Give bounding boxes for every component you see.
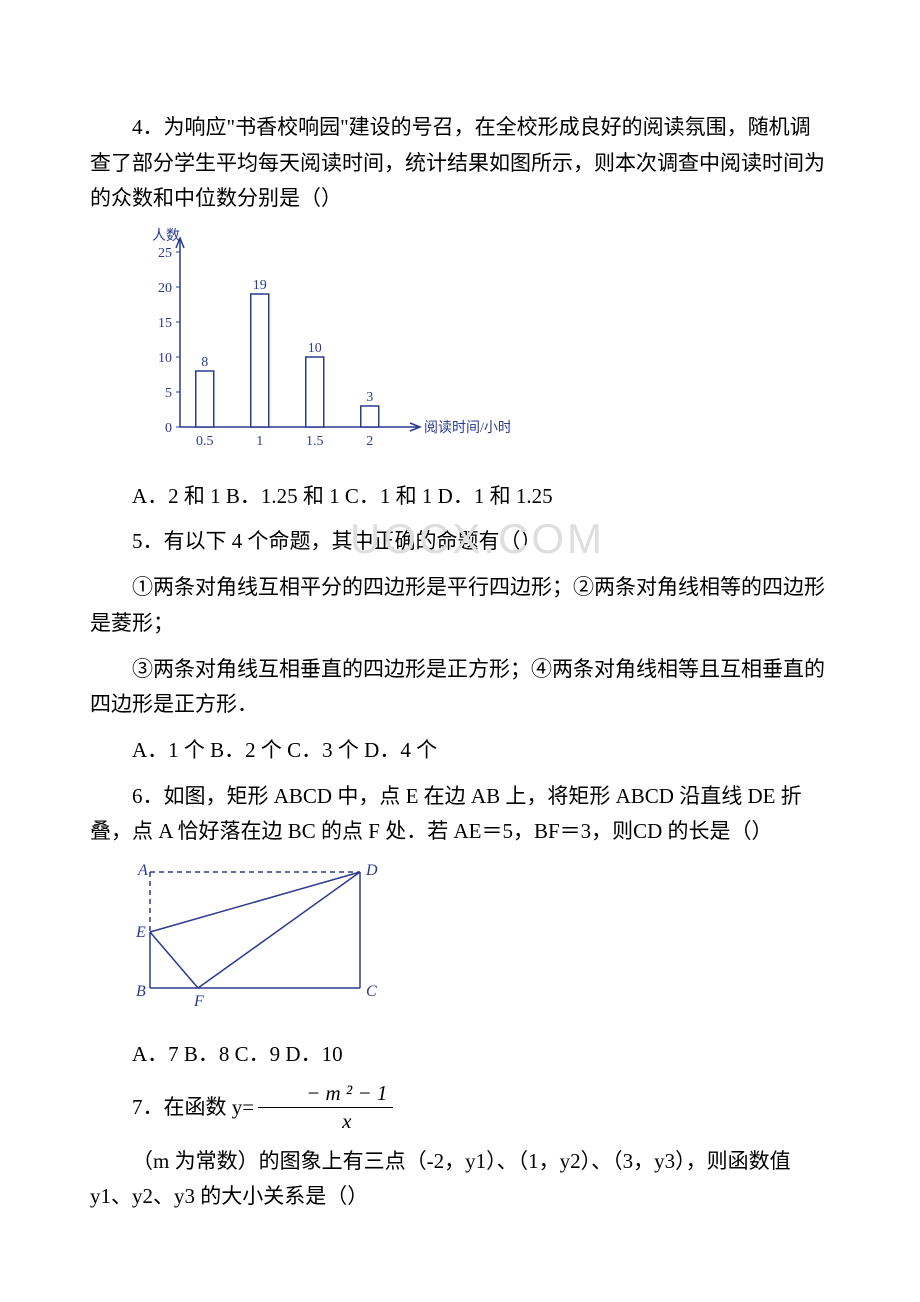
svg-text:A: A <box>137 862 148 879</box>
svg-text:8: 8 <box>201 355 208 370</box>
svg-text:E: E <box>135 924 146 941</box>
svg-text:人数: 人数 <box>152 228 180 244</box>
svg-text:5: 5 <box>165 386 172 401</box>
svg-text:D: D <box>365 862 378 879</box>
q6-text: 6．如图，矩形 ABCD 中，点 E 在边 AB 上，将矩形 ABCD 沿直线 … <box>90 779 830 850</box>
q7-line1: 7．在函数 y= − m ² − 1 x <box>90 1082 830 1133</box>
svg-text:1.5: 1.5 <box>306 434 324 449</box>
q6-options: A．7 B．8 C．9 D．10 <box>90 1037 830 1073</box>
q7-fraction: − m ² − 1 x <box>258 1082 393 1133</box>
q5-stmt1: ①两条对角线互相平分的四边形是平行四边形；②两条对角线相等的四边形是菱形； <box>90 570 830 641</box>
svg-text:15: 15 <box>158 316 172 331</box>
q5-stmt2: ③两条对角线互相垂直的四边形是正方形；④两条对角线相等且互相垂直的四边形是正方形… <box>90 652 830 723</box>
q5-options: A．1 个 B．2 个 C．3 个 D．4 个 <box>90 733 830 769</box>
svg-text:19: 19 <box>253 278 267 293</box>
q6-diagram: A D E B F C <box>130 860 830 1027</box>
q7-text2: （m 为常数）的图象上有三点（-2，y1）、（1，y2）、（3，y3），则函数值… <box>90 1144 830 1215</box>
svg-text:C: C <box>366 983 377 1000</box>
q7-numerator: − m ² − 1 <box>258 1082 393 1108</box>
q7-denominator: x <box>258 1108 393 1133</box>
svg-text:25: 25 <box>158 246 172 261</box>
q4-chart: 0 5 10 15 20 25 人数阅读时间/小时 8 0.5 19 1 10 1.5 3 2 <box>130 227 830 469</box>
svg-text:1: 1 <box>256 434 263 449</box>
svg-text:2: 2 <box>366 434 373 449</box>
svg-text:20: 20 <box>158 281 172 296</box>
q4-options: A．2 和 1 B．1.25 和 1 C．1 和 1 D．1 和 1.25 <box>90 479 830 515</box>
svg-text:3: 3 <box>366 390 373 405</box>
svg-text:10: 10 <box>158 351 172 366</box>
svg-text:B: B <box>136 983 146 1000</box>
q7-prefix: 7．在函数 y= <box>90 1090 254 1126</box>
svg-text:0: 0 <box>165 421 172 436</box>
q4-text: 4．为响应"书香校响园"建设的号召，在全校形成良好的阅读氛围，随机调查了部分学生… <box>90 110 830 217</box>
q5-text: 5．有以下 4 个命题，其中正确的命题有（） <box>90 524 830 560</box>
svg-text:F: F <box>193 993 204 1010</box>
svg-text:10: 10 <box>308 341 322 356</box>
svg-text:阅读时间/小时: 阅读时间/小时 <box>424 419 510 436</box>
svg-text:0.5: 0.5 <box>196 434 214 449</box>
